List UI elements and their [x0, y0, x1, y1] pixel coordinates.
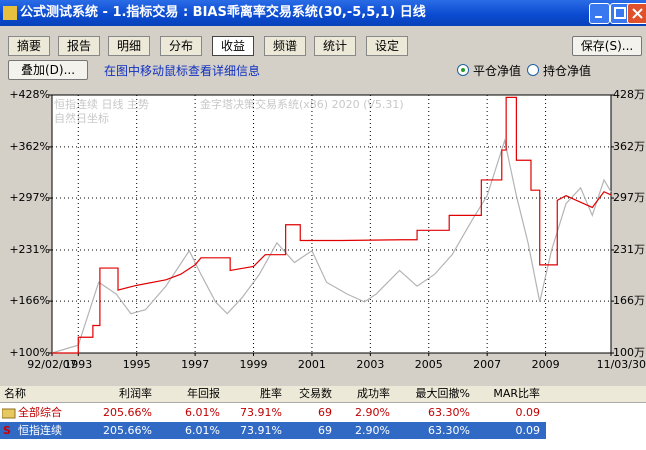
y-tick-label: +231% — [9, 243, 50, 256]
table-cell: 73.91% — [240, 406, 282, 419]
y2-tick-label: 297万 — [613, 191, 645, 204]
table-cell: 6.01% — [185, 406, 220, 419]
x-tick-label: 2005 — [415, 358, 443, 371]
x-tick-label: 11/03/30 — [597, 358, 646, 371]
tab[interactable]: 频谱 — [264, 36, 306, 56]
table-cell: 69 — [318, 424, 332, 437]
close-button[interactable] — [627, 3, 646, 24]
x-tick-label: 2001 — [298, 358, 326, 371]
watermark: 金字塔决策交易系统(x86) 2020 (V5.31) — [200, 97, 404, 111]
y2-tick-label: 428万 — [613, 88, 645, 101]
table-cell: 63.30% — [428, 424, 470, 437]
radio-closed-equity[interactable]: 平仓净值 — [457, 62, 521, 79]
x-tick-label: 1997 — [181, 358, 209, 371]
y-tick-label: +297% — [9, 191, 50, 204]
y2-tick-label: 231万 — [613, 243, 645, 256]
table-cell: 69 — [318, 406, 332, 419]
header-cell: 名称 — [4, 387, 26, 400]
radio-label: 平仓净值 — [473, 64, 522, 78]
table-header — [0, 386, 646, 403]
table-cell: 6.01% — [185, 424, 220, 437]
series-line — [52, 96, 612, 354]
x-tick-label: 1999 — [240, 358, 268, 371]
window-title: 公式测试系统 - 1.指标交易 : BIAS乖离率交易系统(30,-5,5,1)… — [20, 5, 426, 20]
tab[interactable]: 设定 — [366, 36, 408, 56]
watermark: 恒指连续 日线 主势 — [54, 97, 149, 111]
y2-tick-label: 362万 — [613, 140, 645, 153]
hint-text: 在图中移动鼠标查看详细信息 — [104, 64, 261, 78]
y2-tick-label: 100万 — [613, 346, 645, 359]
x-tick-label: 2003 — [356, 358, 384, 371]
x-tick-label: 1993 — [64, 358, 92, 371]
table-cell: 63.30% — [428, 406, 470, 419]
table-cell: 恒指连续 — [18, 424, 62, 437]
x-tick-label: 1995 — [123, 358, 151, 371]
selected-row[interactable] — [0, 422, 546, 439]
header-cell: 胜率 — [260, 387, 282, 400]
y-tick-label: +362% — [9, 140, 50, 153]
series-line — [51, 138, 612, 354]
header-cell: 成功率 — [357, 387, 390, 400]
table-cell: 0.09 — [515, 406, 541, 419]
header-cell: MAR比率 — [493, 387, 540, 400]
table-cell: 205.66% — [103, 406, 152, 419]
table-cell: 0.09 — [515, 424, 541, 437]
x-tick-label: 92/02/07 — [27, 358, 76, 371]
minimize-button[interactable] — [589, 3, 610, 24]
table-cell: 2.90% — [355, 424, 390, 437]
table-cell: 205.66% — [103, 424, 152, 437]
y-tick-label: +166% — [9, 294, 50, 307]
header-cell: 利润率 — [119, 387, 152, 400]
header-cell: 最大回撤% — [415, 387, 470, 400]
tab[interactable]: 统计 — [314, 36, 356, 56]
table-cell: 73.91% — [240, 424, 282, 437]
y-tick-label: +428% — [9, 88, 50, 101]
tab[interactable]: 报告 — [58, 36, 100, 56]
table-cell: 2.90% — [355, 406, 390, 419]
watermark: 自然日坐标 — [54, 111, 109, 125]
tab[interactable]: 明细 — [108, 36, 150, 56]
y2-tick-label: 166万 — [613, 294, 645, 307]
radio-open-equity[interactable]: 持仓净值 — [527, 62, 591, 79]
tab[interactable]: 分布 — [160, 36, 202, 56]
tab[interactable]: 收益 — [212, 36, 254, 56]
folder-icon — [2, 408, 16, 419]
x-tick-label: 2009 — [532, 358, 560, 371]
tab[interactable]: 摘要 — [8, 36, 50, 56]
radio-label: 持仓净值 — [543, 64, 592, 78]
header-cell: 年回报 — [187, 387, 220, 400]
row-icon: S — [3, 424, 11, 437]
title-bar: 公式测试系统 - 1.指标交易 : BIAS乖离率交易系统(30,-5,5,1)… — [0, 0, 646, 26]
save-button[interactable]: 保存(S)... — [572, 36, 642, 56]
summary-table: S 名称 利润率 年回报 胜率 交易数 成功率 最大回撤% MAR比率全部综合 205.66% 6… — [0, 386, 646, 450]
overlay-button[interactable]: 叠加(D)... — [8, 60, 88, 80]
header-cell: 交易数 — [299, 387, 332, 400]
x-tick-label: 2007 — [473, 358, 501, 371]
table-cell: 全部综合 — [18, 406, 62, 419]
equity-chart: 恒指连续 日线 主势 金字塔决策交易系统(x86) 2020 (V5.31) 自… — [0, 86, 646, 378]
y-tick-label: +100% — [9, 346, 50, 359]
app-icon — [3, 6, 17, 20]
